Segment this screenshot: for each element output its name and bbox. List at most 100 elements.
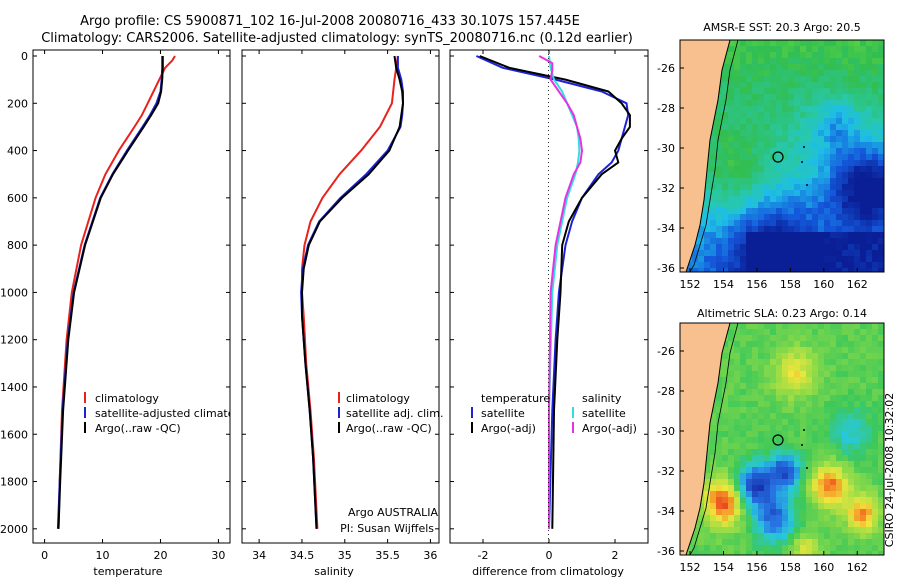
sla-cell	[866, 383, 873, 390]
sst-cell	[764, 208, 771, 215]
sla-cell	[722, 377, 729, 384]
sst-cell	[836, 202, 843, 209]
sst-cell	[878, 268, 884, 272]
sla-cell	[698, 551, 705, 555]
sla-cell	[734, 341, 741, 348]
sla-cell	[836, 533, 843, 540]
sst-cell	[878, 64, 884, 71]
sst-cell	[842, 226, 849, 233]
sst-cell	[836, 190, 843, 197]
sla-cell	[860, 395, 867, 402]
sla-cell	[854, 329, 861, 336]
sst-cell	[818, 208, 825, 215]
sla-cell	[800, 539, 807, 546]
sla-cell	[788, 401, 795, 408]
sst-cell	[722, 202, 729, 209]
sst-cell	[854, 262, 861, 269]
sla-cell	[740, 353, 747, 360]
sla-cell	[788, 491, 795, 498]
sla-cell	[764, 479, 771, 486]
sla-cell	[746, 443, 753, 450]
sla-cell	[818, 395, 825, 402]
sst-cell	[710, 268, 717, 272]
sla-cell	[758, 443, 765, 450]
sla-cell	[860, 353, 867, 360]
sst-cell	[878, 94, 884, 101]
sla-cell	[770, 335, 777, 342]
sla-cell	[758, 545, 765, 552]
sla-cell	[854, 335, 861, 342]
sla-cell	[788, 467, 795, 474]
sst-cell	[722, 190, 729, 197]
sla-cell	[752, 473, 759, 480]
sst-cell	[824, 154, 831, 161]
sla-cell	[836, 479, 843, 486]
sst-cell	[776, 250, 783, 257]
sla-cell	[758, 515, 765, 522]
sst-cell	[746, 142, 753, 149]
sla-cell	[854, 449, 861, 456]
sla-cell	[860, 329, 867, 336]
sst-cell	[794, 214, 801, 221]
sla-cell	[746, 449, 753, 456]
sst-cell	[752, 136, 759, 143]
sla-cell	[866, 353, 873, 360]
sst-cell	[800, 232, 807, 239]
sla-cell	[842, 419, 849, 426]
sla-cell	[860, 419, 867, 426]
sst-cell	[716, 232, 723, 239]
sst-cell	[812, 88, 819, 95]
sla-cell	[836, 467, 843, 474]
sla-cell	[800, 509, 807, 516]
sst-cell	[818, 106, 825, 113]
sst-cell	[764, 112, 771, 119]
sla-cell	[794, 497, 801, 504]
sst-cell	[782, 82, 789, 89]
sst-cell	[746, 244, 753, 251]
sla-cell	[872, 419, 879, 426]
sla-cell	[722, 533, 729, 540]
salinity-legend: climatology satellite adj. clim. Argo(..…	[338, 392, 443, 435]
sla-cell	[836, 551, 843, 555]
sst-cell	[830, 82, 837, 89]
sst-cell	[818, 64, 825, 71]
sst-cell	[734, 238, 741, 245]
sst-cell	[788, 94, 795, 101]
sst-cell	[788, 160, 795, 167]
sst-cell	[818, 226, 825, 233]
sla-map	[680, 323, 884, 555]
sla-cell	[734, 509, 741, 516]
sst-cell	[818, 244, 825, 251]
sla-cell	[782, 389, 789, 396]
sla-cell	[788, 449, 795, 456]
sla-cell	[764, 485, 771, 492]
sla-cell	[770, 407, 777, 414]
sst-cell	[878, 214, 884, 221]
sla-cell	[776, 437, 783, 444]
sst-cell	[818, 94, 825, 101]
sla-cell	[860, 443, 867, 450]
sla-cell	[746, 383, 753, 390]
sst-cell	[722, 238, 729, 245]
sst-cell	[764, 64, 771, 71]
sst-cell	[872, 52, 879, 59]
sst-cell	[758, 148, 765, 155]
sla-cell	[734, 455, 741, 462]
sla-cell	[758, 371, 765, 378]
sla-cell	[776, 545, 783, 552]
sst-cell	[878, 40, 884, 47]
sla-cell	[824, 539, 831, 546]
sst-cell	[806, 46, 813, 53]
sst-cell	[740, 148, 747, 155]
sla-cell	[746, 539, 753, 546]
sla-cell	[788, 431, 795, 438]
sst-cell	[842, 178, 849, 185]
sst-cell	[836, 244, 843, 251]
sst-cell	[722, 178, 729, 185]
shelf-contour	[689, 323, 739, 555]
sst-cell	[878, 178, 884, 185]
sla-cell	[752, 335, 759, 342]
sst-cell	[722, 262, 729, 269]
sla-cell	[782, 497, 789, 504]
sst-cell	[842, 94, 849, 101]
